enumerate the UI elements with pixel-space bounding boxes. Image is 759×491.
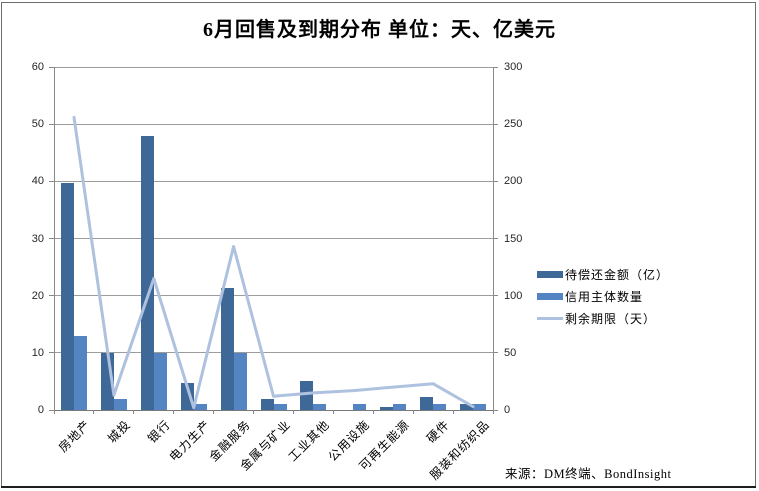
bar-count-7: [353, 404, 367, 410]
gridline: [54, 238, 493, 239]
x-axis-tick: [173, 410, 175, 414]
bar-count-6: [313, 404, 327, 410]
y-axis-right-tick: [493, 66, 498, 68]
y-axis-left-tick: [49, 123, 54, 125]
y-axis-left-tick: [49, 295, 54, 297]
bar-count-3: [193, 404, 207, 410]
bar-count-10: [473, 404, 487, 410]
x-axis-tick: [412, 410, 414, 414]
gridline: [54, 352, 493, 354]
y-axis-right-tick-label: 100: [504, 289, 523, 302]
x-axis-tick: [213, 410, 215, 414]
gridline: [54, 123, 493, 125]
plot-area: [49, 66, 498, 414]
bottom-border-line: [1, 486, 756, 488]
y-axis-right-tick-label: 250: [504, 118, 523, 131]
legend-item-count: 信用主体数量: [537, 285, 669, 307]
x-axis-tick: [372, 410, 374, 414]
legend-item-remaining-term: 剩余期限（天）: [537, 307, 669, 329]
bar-amount-6: [300, 381, 314, 410]
legend-item-amount: 待偿还金额（亿）: [537, 263, 669, 285]
x-axis-tick: [332, 410, 334, 414]
y-axis-left-tick: [49, 66, 54, 68]
y-axis-left-tick-label: 30: [31, 232, 44, 245]
y-axis-left-tick: [49, 180, 54, 182]
legend-marker-amount-bar-icon: [537, 270, 563, 278]
bar-amount-9: [420, 396, 434, 410]
chart-title: 6月回售及到期分布 单位：天、亿美元: [203, 19, 556, 41]
x-axis-tick: [133, 410, 135, 414]
y-axis-left-tick-label: 10: [31, 346, 44, 359]
y-axis-left-tick: [49, 409, 54, 411]
bar-count-9: [433, 404, 447, 410]
x-axis-tick: [53, 410, 55, 414]
x-axis-tick: [452, 410, 454, 414]
y-axis-right-tick-label: 50: [504, 346, 517, 359]
x-axis-tick: [492, 410, 494, 414]
y-axis-right-tick: [493, 123, 498, 125]
bar-amount-8: [380, 407, 394, 410]
legend-marker-count-bar-icon: [537, 292, 563, 300]
y-axis-right-tick-label: 0: [504, 404, 511, 416]
bar-amount-10: [460, 404, 474, 410]
remaining-term-line: [72, 115, 475, 410]
legend-marker-line-icon: [537, 316, 563, 320]
bar-amount-5: [260, 398, 274, 410]
legend-label-amount: 待偿还金额（亿）: [565, 267, 670, 282]
gridline: [54, 180, 493, 182]
bar-amount-2: [140, 135, 154, 410]
y-axis-left-tick: [49, 352, 54, 354]
y-axis-right-tick: [493, 409, 498, 411]
bar-count-0: [73, 335, 87, 410]
remaining-term-polyline: [72, 115, 475, 410]
bar-count-8: [393, 404, 407, 410]
bar-count-5: [273, 404, 287, 410]
y-axis-left-tick-label: 40: [31, 175, 44, 188]
legend: 待偿还金额（亿） 信用主体数量 剩余期限（天）: [537, 263, 669, 329]
bar-amount-0: [60, 183, 74, 410]
x-axis-line: [54, 409, 493, 411]
y-axis-left-tick-label: 20: [31, 289, 44, 302]
bar-amount-4: [220, 288, 234, 410]
bar-amount-3: [180, 382, 194, 410]
source-note: 来源：DM终端、BondInsight: [505, 467, 672, 481]
x-axis-tick: [93, 410, 95, 414]
bar-count-4: [233, 352, 247, 410]
legend-label-remaining-term: 剩余期限（天）: [565, 311, 657, 326]
y-axis-left-tick: [49, 238, 54, 239]
bar-count-1: [113, 398, 127, 410]
x-axis-tick: [292, 410, 294, 414]
y-axis-right-tick-label: 300: [504, 61, 523, 73]
y-axis-right-tick: [493, 238, 498, 239]
y-axis-left-tick-label: 50: [31, 118, 44, 131]
y-axis-left-tick-label: 0: [37, 404, 44, 416]
gridline: [54, 295, 493, 297]
y-axis-right-tick: [493, 180, 498, 182]
y-axis-right-tick-label: 150: [504, 232, 523, 245]
y-axis-left-tick-label: 60: [31, 61, 44, 73]
y-axis-left-line: [53, 67, 55, 414]
gridline: [54, 66, 493, 68]
y-axis-right-tick: [493, 295, 498, 297]
y-axis-right-tick: [493, 352, 498, 354]
bar-count-2: [153, 352, 167, 410]
legend-label-count: 信用主体数量: [565, 289, 644, 304]
y-axis-right-tick-label: 200: [504, 175, 523, 188]
x-axis-tick: [253, 410, 255, 414]
y-axis-right-line: [492, 67, 494, 414]
